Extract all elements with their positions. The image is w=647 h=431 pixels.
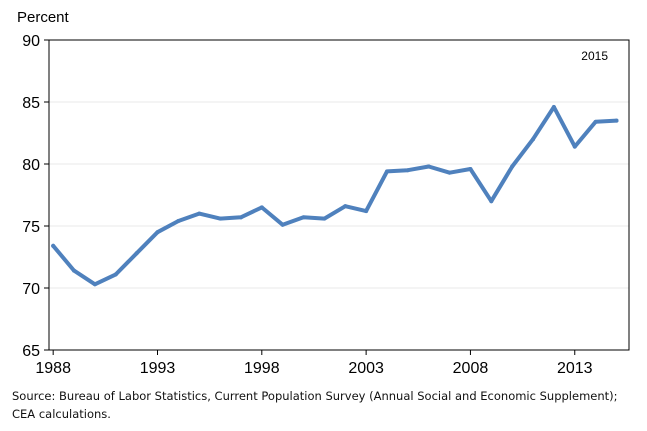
grid-lines bbox=[49, 101, 629, 289]
data-point bbox=[176, 219, 181, 224]
data-point bbox=[301, 215, 306, 220]
x-tick-label: 2013 bbox=[557, 360, 593, 377]
data-point bbox=[259, 205, 264, 210]
data-point bbox=[551, 104, 556, 109]
data-point bbox=[155, 230, 160, 235]
data-point bbox=[51, 243, 56, 248]
x-tick-label: 1993 bbox=[140, 360, 176, 377]
y-tick-label: 90 bbox=[22, 33, 40, 50]
x-tick-label: 1998 bbox=[244, 360, 280, 377]
y-tick-label: 70 bbox=[22, 281, 40, 298]
data-point bbox=[572, 144, 577, 149]
x-tick-label: 1988 bbox=[35, 360, 71, 377]
data-point bbox=[280, 222, 285, 227]
data-point bbox=[322, 216, 327, 221]
data-point bbox=[238, 215, 243, 220]
plot-area-frame bbox=[48, 39, 630, 351]
data-point bbox=[447, 170, 452, 175]
y-tick-label: 80 bbox=[22, 157, 40, 174]
data-point bbox=[489, 199, 494, 204]
data-point bbox=[468, 166, 473, 171]
data-point bbox=[218, 216, 223, 221]
data-point bbox=[92, 282, 97, 287]
data-point bbox=[343, 204, 348, 209]
y-tick-label: 75 bbox=[22, 219, 40, 236]
series-line bbox=[51, 105, 619, 287]
data-point bbox=[72, 268, 77, 273]
source-note: Source: Bureau of Labor Statistics, Curr… bbox=[12, 389, 618, 421]
y-tick-label: 65 bbox=[22, 343, 40, 360]
y-axis: 65 70 75 80 85 90 bbox=[22, 33, 49, 360]
y-tick-label: 85 bbox=[22, 95, 40, 112]
data-point bbox=[113, 272, 118, 277]
x-tick-label: 2008 bbox=[453, 360, 489, 377]
chart-annotation: 2015 bbox=[581, 49, 608, 63]
data-point bbox=[364, 209, 369, 214]
data-point bbox=[384, 169, 389, 174]
data-point bbox=[197, 211, 202, 216]
data-point bbox=[531, 137, 536, 142]
data-point bbox=[134, 251, 139, 256]
x-tick-label: 2003 bbox=[348, 360, 384, 377]
data-point bbox=[426, 164, 431, 169]
x-axis: 1988 1993 1998 2003 2008 2013 bbox=[35, 350, 593, 377]
data-point bbox=[593, 119, 598, 124]
data-point bbox=[405, 168, 410, 173]
data-point bbox=[510, 164, 515, 169]
series-points bbox=[51, 104, 619, 287]
y-axis-label: Percent bbox=[17, 9, 70, 26]
data-point bbox=[614, 118, 619, 123]
